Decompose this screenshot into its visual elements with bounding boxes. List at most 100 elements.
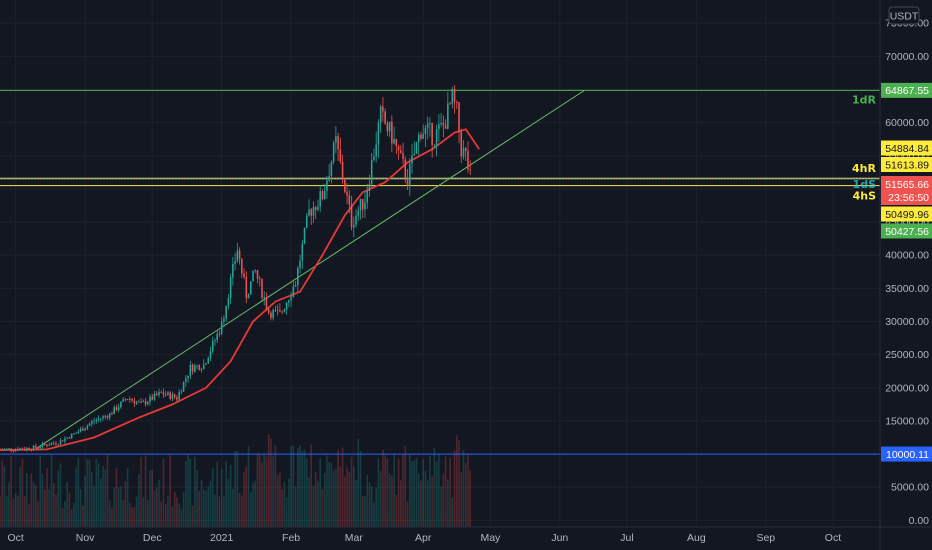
time-tick-label: Nov [76, 532, 95, 544]
volume-bar [169, 455, 171, 527]
volume-bar [44, 489, 46, 527]
time-tick-label: 2021 [210, 532, 234, 544]
candle-body [281, 311, 283, 313]
currency-selector[interactable]: USDT [888, 6, 920, 25]
volume-bar [111, 507, 113, 527]
candle-body [93, 421, 95, 422]
volume-bar [276, 475, 279, 527]
volume-bar [115, 468, 118, 527]
volume-bar [467, 454, 469, 527]
volume-bar [218, 496, 221, 527]
candle-body [111, 413, 113, 415]
volume-bar [153, 490, 156, 527]
volume-bar [59, 463, 62, 527]
time-axis[interactable]: Oct Nov Dec 2021 Feb Mar Apr May Jun Jul Aug Sep Oct [0, 526, 932, 544]
volume-bar [46, 468, 48, 527]
candle-body [238, 250, 241, 259]
candle-body [429, 123, 431, 124]
volume-bar [328, 461, 330, 527]
candle-body [19, 448, 21, 451]
volume-bar [323, 472, 326, 527]
volume-bar [223, 495, 225, 527]
candle-body [55, 443, 57, 445]
volume-bar [420, 480, 422, 527]
candle-body [377, 122, 380, 145]
volume-bar [361, 495, 364, 527]
candle-body [91, 421, 93, 424]
candle-body [48, 445, 51, 446]
candle-body [314, 207, 317, 210]
price-axis[interactable]: 0.005000.0010000.0015000.0020000.0025000… [879, 0, 929, 550]
candle-body [449, 103, 451, 105]
candle-body [5, 448, 8, 450]
volume-bar [41, 473, 44, 527]
candle-body [263, 297, 266, 299]
candle-body [247, 294, 250, 299]
candle-body [276, 309, 279, 311]
candle-body [382, 106, 384, 112]
candle-body [162, 392, 165, 395]
price-tick-label: 20000.00 [885, 382, 929, 394]
volume-bar [330, 462, 333, 527]
trendline[interactable] [35, 89, 585, 450]
candle-body [258, 278, 261, 280]
volume-bar [57, 470, 60, 527]
volume-bar [122, 500, 124, 527]
candle-body [144, 401, 147, 405]
candle-body [151, 396, 154, 400]
trendline-path[interactable] [35, 89, 585, 450]
candle-body [285, 302, 288, 310]
volume-bar [194, 456, 196, 527]
candle-body [386, 123, 389, 132]
volume-bar [35, 484, 37, 527]
candle-body [187, 375, 189, 379]
volume-bar [373, 502, 375, 527]
candle-body [328, 176, 330, 181]
candle-body [126, 398, 129, 400]
currency-label[interactable]: USDT [890, 11, 919, 23]
candle-body [23, 449, 26, 450]
candle-body [243, 273, 245, 278]
volume-bar [245, 466, 248, 527]
candle-body [207, 358, 210, 364]
candle-body [346, 191, 348, 196]
candle-body [288, 300, 290, 303]
volume-bar [48, 489, 51, 527]
candle-body [456, 101, 458, 103]
candle-body [108, 413, 111, 418]
candle-body [256, 270, 259, 279]
volume-bar [66, 482, 68, 527]
candle-body [326, 180, 328, 191]
candle-body [194, 365, 196, 372]
candle-body [99, 418, 102, 420]
volume-bar [384, 455, 386, 527]
volume-bar [438, 454, 440, 527]
candle-body [297, 267, 299, 286]
candle-body [274, 309, 277, 311]
candle-body [106, 416, 109, 418]
volume-bar [155, 487, 158, 527]
candle-body [234, 261, 236, 264]
candle-body [433, 144, 436, 146]
volume-bar [426, 480, 429, 527]
volume-bar [75, 467, 77, 527]
volume-bar [272, 456, 274, 527]
candle-body [189, 364, 192, 376]
volume-bar [281, 489, 283, 527]
candle-body [305, 215, 308, 228]
volume-bar [205, 490, 207, 527]
level-tag: 1dS [853, 178, 877, 191]
volume-bar [191, 505, 194, 527]
candle-body [198, 365, 201, 370]
volume-bar [290, 446, 292, 527]
volume-bar [382, 449, 384, 527]
volume-bar [124, 480, 127, 527]
volume-bar [344, 476, 346, 527]
candle-body [337, 136, 339, 150]
candle-body [37, 447, 39, 449]
volume-bar [26, 473, 28, 527]
volume-bar [238, 492, 241, 527]
volume-bar [353, 466, 355, 527]
candle-body [366, 190, 369, 203]
